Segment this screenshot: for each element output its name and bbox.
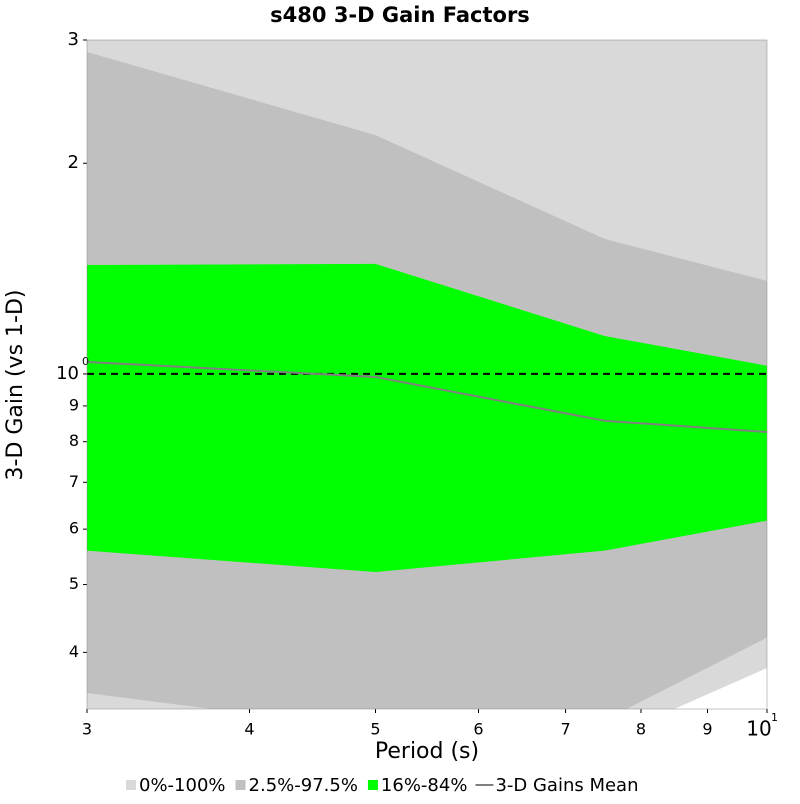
legend-label: 0%-100% [139, 775, 226, 796]
plot-frame [86, 39, 768, 710]
tick-label: 8 [636, 720, 646, 739]
mean-line [87, 360, 767, 433]
tick-label: 4 [244, 720, 254, 739]
tick-label: 4 [69, 642, 79, 661]
band [87, 263, 767, 573]
legend-swatch [126, 780, 136, 790]
legend-swatch [367, 780, 378, 790]
plot-layer [87, 40, 767, 709]
tick-label: 8 [69, 431, 79, 450]
tick-label-exponent: 1 [771, 711, 778, 724]
tick-label: 2 [68, 152, 79, 173]
tick-label: 3 [82, 720, 92, 739]
tick-label: 7 [560, 720, 570, 739]
tick-label: 7 [69, 472, 79, 491]
chart-title: s480 3-D Gain Factors [270, 3, 530, 27]
tick-label: 9 [69, 395, 79, 414]
legend-swatch [235, 780, 246, 790]
tick-label: 10 [56, 363, 79, 384]
y-axis-label: 3-D Gain (vs 1-D) [3, 290, 28, 481]
tick-label: 5 [69, 574, 79, 593]
legend-label: 16%-84% [381, 775, 468, 796]
tick-label: 3 [68, 29, 79, 50]
tick-label: 10 [746, 717, 771, 741]
tick-label: 6 [473, 720, 483, 739]
legend-label: 3-D Gains Mean [495, 775, 638, 796]
tick-label-exponent: 0 [82, 355, 89, 368]
tick-label: 9 [702, 720, 712, 739]
x-axis-label: Period (s) [375, 739, 479, 764]
tick-label: 6 [69, 519, 79, 538]
tick-label: 5 [370, 720, 380, 739]
legend-label: 2.5%-97.5% [249, 775, 358, 796]
